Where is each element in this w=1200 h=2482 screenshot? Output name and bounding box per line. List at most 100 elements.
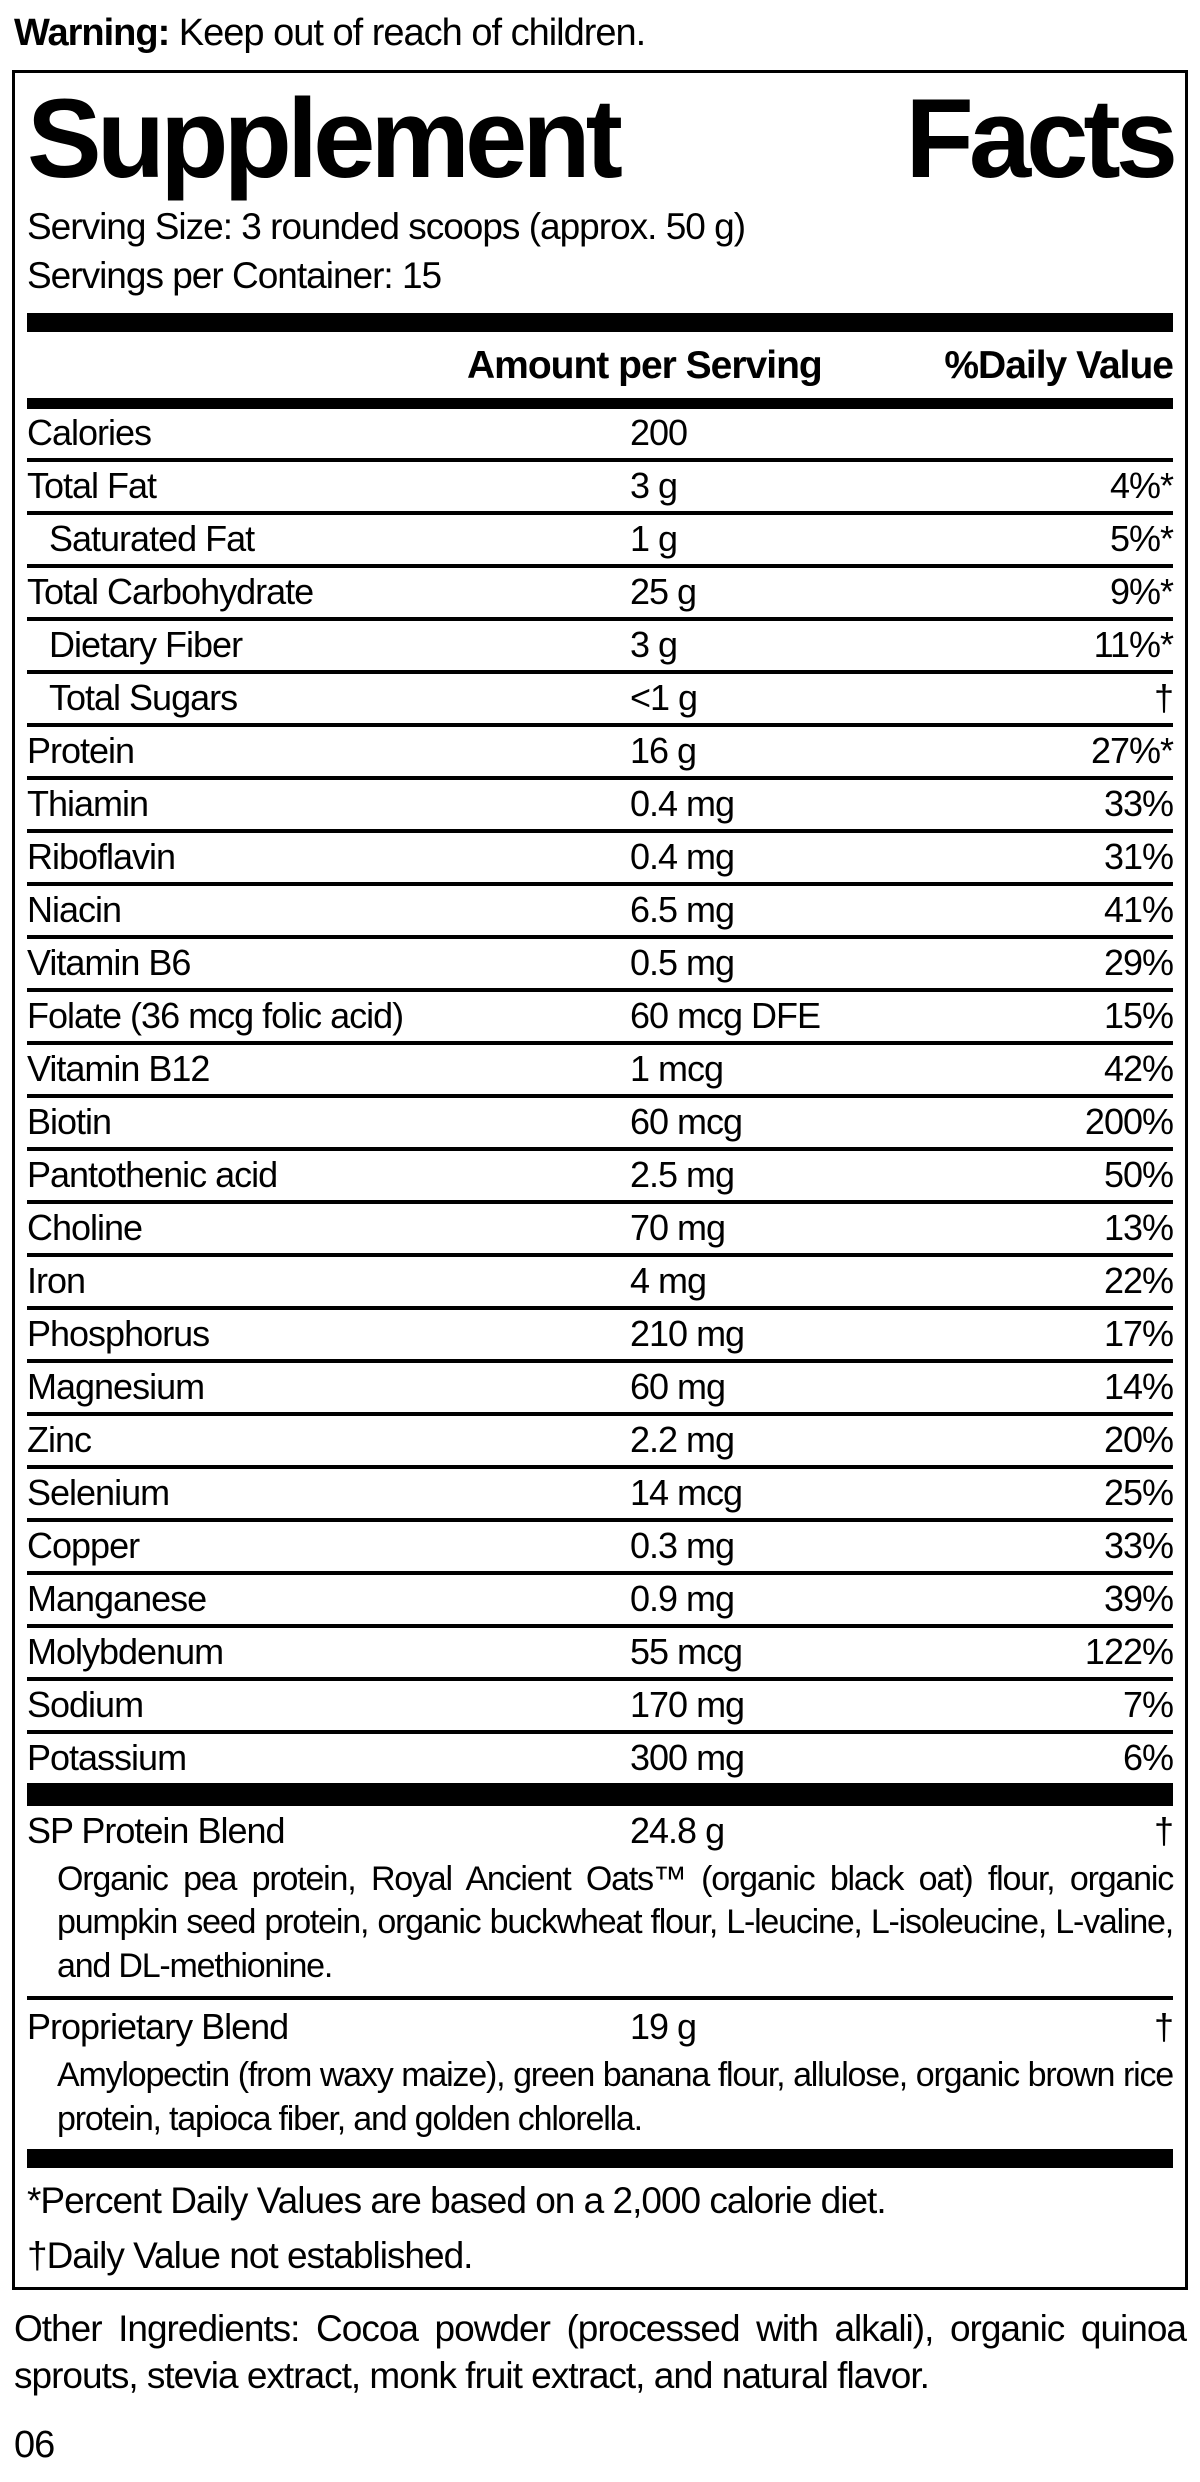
nutrient-label: Total Sugars — [49, 677, 238, 719]
nutrient-dv: 5%* — [1109, 518, 1174, 560]
nutrient-label: Choline — [27, 1207, 143, 1249]
table-row: Selenium 14 mcg 25% — [27, 1469, 1174, 1522]
thick-rule-middle — [27, 1786, 1173, 1806]
nutrient-label: Calories — [27, 412, 152, 454]
nutrient-label: Dietary Fiber — [49, 624, 243, 666]
table-row: Protein 16 g 27%* — [27, 727, 1174, 780]
nutrient-amount: 1 g — [630, 518, 678, 560]
other-ingredients: Other Ingredients: Cocoa powder (process… — [14, 2308, 1187, 2397]
nutrient-label: Zinc — [27, 1419, 92, 1461]
table-row: Thiamin 0.4 mg 33% — [27, 780, 1174, 833]
warning-label: Warning: — [14, 12, 170, 54]
table-row: Potassium 300 mg 6% — [27, 1734, 1174, 1787]
nutrient-dv: 50% — [1103, 1154, 1174, 1196]
nutrient-dv: 33% — [1103, 1525, 1174, 1567]
nutrient-amount: 200 — [630, 412, 688, 454]
nutrient-amount: 3 g — [630, 624, 678, 666]
table-row: Biotin 60 mcg 200% — [27, 1098, 1174, 1151]
nutrient-label: Total Fat — [27, 465, 157, 507]
nutrient-label: Potassium — [27, 1737, 187, 1779]
nutrient-dv: 6% — [1122, 1737, 1174, 1779]
table-row: Total Fat 3 g 4%* — [27, 462, 1174, 515]
nutrient-label: Selenium — [27, 1472, 170, 1514]
serving-size: Serving Size: 3 rounded scoops (approx. … — [27, 206, 746, 248]
nutrient-amount: 25 g — [630, 571, 697, 613]
nutrient-table-body: Calories 200 Total Fat 3 g 4%* Saturated… — [27, 409, 1174, 1787]
blend-name: SP Protein Blend — [27, 1809, 286, 1851]
nutrient-dv: 4%* — [1109, 465, 1174, 507]
warning-text: Warning: Keep out of reach of children. — [14, 12, 1186, 56]
table-row: Sodium 170 mg 7% — [27, 1681, 1174, 1734]
serving-info: Serving Size: 3 rounded scoops (approx. … — [27, 203, 1173, 301]
table-row: Vitamin B6 0.5 mg 29% — [27, 939, 1174, 992]
blend-name: Proprietary Blend — [27, 2006, 289, 2048]
nutrient-dv: 13% — [1103, 1207, 1174, 1249]
table-row: Phosphorus 210 mg 17% — [27, 1310, 1174, 1363]
table-row: Pantothenic acid 2.5 mg 50% — [27, 1151, 1174, 1204]
nutrient-dv: 20% — [1103, 1419, 1174, 1461]
nutrient-amount: 1 mcg — [630, 1048, 724, 1090]
supplement-label-page: { "colors": {"ink": "#000000", "paper": … — [0, 12, 1200, 2482]
nutrient-label: Folate (36 mcg folic acid) — [27, 995, 404, 1037]
nutrient-amount: 2.2 mg — [630, 1419, 735, 1461]
proprietary-blend-section: Proprietary Blend 19 g † Amylopectin (fr… — [27, 2002, 1174, 2141]
nutrient-dv: 17% — [1103, 1313, 1174, 1355]
nutrient-amount: 2.5 mg — [630, 1154, 735, 1196]
nutrient-label: Phosphorus — [27, 1313, 210, 1355]
nutrient-amount: 0.9 mg — [630, 1578, 735, 1620]
table-row: Vitamin B12 1 mcg 42% — [27, 1045, 1174, 1098]
nutrient-dv: 22% — [1103, 1260, 1174, 1302]
nutrient-label: Iron — [27, 1260, 86, 1302]
nutrient-label: Manganese — [27, 1578, 207, 1620]
nutrient-dv: 29% — [1103, 942, 1174, 984]
nutrient-amount: 55 mcg — [630, 1631, 743, 1673]
nutrient-dv: 41% — [1103, 889, 1174, 931]
table-row: Manganese 0.9 mg 39% — [27, 1575, 1174, 1628]
nutrient-amount: 60 mcg — [630, 1101, 743, 1143]
nutrient-label: Magnesium — [27, 1366, 205, 1408]
nutrient-label: Vitamin B6 — [27, 942, 191, 984]
table-row: Total Carbohydrate 25 g 9%* — [27, 568, 1174, 621]
nutrient-dv: 25% — [1103, 1472, 1174, 1514]
blend-dv: † — [1153, 2006, 1174, 2048]
nutrient-amount: 0.4 mg — [630, 836, 735, 878]
blend-row: Proprietary Blend 19 g † — [27, 2002, 1174, 2052]
nutrient-amount: <1 g — [630, 677, 698, 719]
nutrient-label: Total Carbohydrate — [27, 571, 314, 613]
nutrient-dv: 39% — [1103, 1578, 1174, 1620]
nutrient-label: Saturated Fat — [49, 518, 255, 560]
nutrient-dv: 7% — [1122, 1684, 1174, 1726]
nutrient-amount: 0.5 mg — [630, 942, 735, 984]
nutrient-label: Copper — [27, 1525, 140, 1567]
footnote-dagger: †Daily Value not established. — [27, 2234, 473, 2276]
nutrient-label: Sodium — [27, 1684, 144, 1726]
daily-value-header: %Daily Value — [944, 343, 1174, 387]
servings-per-container: Servings per Container: 15 — [27, 254, 442, 296]
nutrient-dv: 122% — [1084, 1631, 1174, 1673]
nutrient-amount: 60 mg — [630, 1366, 726, 1408]
nutrient-amount: 70 mg — [630, 1207, 726, 1249]
table-row: Molybdenum 55 mcg 122% — [27, 1628, 1174, 1681]
blend-amount: 19 g — [630, 2006, 697, 2048]
nutrient-dv: 42% — [1103, 1048, 1174, 1090]
nutrient-amount: 14 mcg — [630, 1472, 743, 1514]
nutrient-amount: 4 mg — [630, 1260, 707, 1302]
nutrient-amount: 60 mcg DFE — [630, 995, 821, 1037]
page-number: 06 — [14, 2423, 55, 2466]
nutrient-amount: 16 g — [630, 730, 697, 772]
thick-rule-bottom — [27, 2149, 1173, 2169]
header-rule — [27, 397, 1173, 409]
nutrient-amount: 300 mg — [630, 1737, 745, 1779]
blend-ingredients: Amylopectin (from waxy maize), green ban… — [57, 2056, 1174, 2138]
table-row: Zinc 2.2 mg 20% — [27, 1416, 1174, 1469]
nutrient-amount: 0.4 mg — [630, 783, 735, 825]
nutrient-label: Molybdenum — [27, 1631, 224, 1673]
nutrient-amount: 0.3 mg — [630, 1525, 735, 1567]
footnotes: *Percent Daily Values are based on a 2,0… — [27, 2180, 1173, 2277]
nutrient-label: Biotin — [27, 1101, 112, 1143]
nutrient-label: Niacin — [27, 889, 122, 931]
blend-amount: 24.8 g — [630, 1809, 725, 1851]
nutrient-dv: 11%* — [1093, 624, 1174, 666]
nutrient-amount: 3 g — [630, 465, 678, 507]
blend-ingredients: Organic pea protein, Royal Ancient Oats™… — [57, 1859, 1174, 1985]
